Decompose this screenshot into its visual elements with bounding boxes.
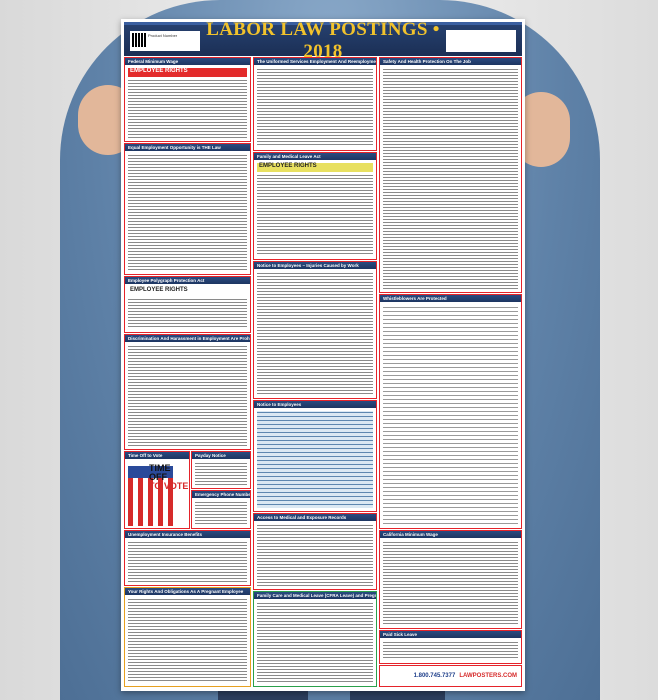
body-text [383,641,518,660]
footer-website: LAWPOSTERS.COM [459,673,517,679]
section-discrimination: Discrimination And Harassment in Employm… [124,334,251,450]
section-title: Access to Medical and Exposure Records [254,514,376,521]
section-payday: Payday Notice [191,451,251,489]
section-ca-minimum-wage: California Minimum Wage [379,530,522,629]
section-time-off-to-vote: Time Off to Vote TIME OFF TO VOTE [124,451,190,529]
section-notice-to-employees: Notice to Employees [253,400,377,512]
section-title: Paid Sick Leave [380,631,521,638]
section-title: Discrimination And Harassment in Employm… [125,335,250,342]
section-fmla: Family and Medical Leave Act EMPLOYEE RI… [253,152,377,260]
body-text [128,598,247,683]
body-text [128,154,247,271]
poster-footer: 1.800.745.7377 LAWPOSTERS.COM [379,665,522,687]
jeans [350,690,445,700]
body-text [257,602,373,683]
footer-phone: 1.800.745.7377 [413,673,456,679]
section-title: Time Off to Vote [125,452,189,459]
section-injuries: Notice to Employees – Injuries Caused by… [253,261,377,399]
section-title: California Minimum Wage [380,531,521,538]
body-text [128,541,247,582]
section-cfra: Family Care and Medical Leave (CFRA Leav… [253,591,377,687]
body-text [128,345,247,446]
section-title: Payday Notice [192,452,250,459]
section-title: Family and Medical Leave Act [254,153,376,160]
poster-title: LABOR LAW POSTINGS • 2018 [206,18,440,62]
banner: EMPLOYEE RIGHTS [128,287,247,296]
poster-header: Product Number LABOR LAW POSTINGS • 2018 [124,19,522,62]
body-text [128,79,247,138]
body-text [128,298,247,329]
labor-law-poster: Product Number LABOR LAW POSTINGS • 2018… [121,19,525,691]
section-title: Emergency Phone Numbers [192,491,250,498]
section-pregnant-employee: Your Rights And Obligations As A Pregnan… [124,587,251,687]
section-title: Your Rights And Obligations As A Pregnan… [125,588,250,595]
product-number: Product Number [148,32,178,38]
section-paid-sick-leave: Paid Sick Leave [379,630,522,664]
body-text [195,501,247,525]
section-whistleblowers: Whistleblowers Are Protected [379,294,522,529]
vote-heading: TIME OFF TO VOTE [149,464,189,491]
section-title: Notice to Employees – Injuries Caused by… [254,262,376,269]
body-text [257,524,373,586]
body-text [257,411,373,508]
section-emergency: Emergency Phone Numbers [191,490,251,529]
section-medical-records: Access to Medical and Exposure Records [253,513,377,590]
section-title: Notice to Employees [254,401,376,408]
ballot-box-image [128,466,173,526]
vote-line1: TIME OFF [149,463,171,482]
compliance-badge [446,29,516,52]
banner: EMPLOYEE RIGHTS [128,68,247,77]
section-title: Family Care and Medical Leave (CFRA Leav… [254,592,376,599]
body-text [257,174,373,256]
section-title: Safety And Health Protection On The Job [380,58,521,65]
body-text [257,68,373,147]
section-title: Whistleblowers Are Protected [380,295,521,302]
qr-code: Product Number [130,30,200,51]
section-userra: The Uniformed Services Employment And Re… [253,57,377,151]
section-federal-minimum-wage: Federal Minimum Wage EMPLOYEE RIGHTS [124,57,251,142]
section-polygraph: Employee Polygraph Protection Act EMPLOY… [124,276,251,333]
section-title: Unemployment Insurance Benefits [125,531,250,538]
body-text [383,541,518,625]
jeans [218,690,308,700]
body-text [195,462,247,485]
section-unemployment: Unemployment Insurance Benefits [124,530,251,586]
body-text [383,68,518,289]
section-title: Employee Polygraph Protection Act [125,277,250,284]
vote-line2: TO VOTE [149,481,189,491]
section-title: The Uniformed Services Employment And Re… [254,58,376,65]
section-osha: Safety And Health Protection On The Job [379,57,522,293]
body-text [383,305,518,525]
section-eeo: Equal Employment Opportunity is THE Law [124,143,251,275]
banner: EMPLOYEE RIGHTS [257,163,373,172]
section-title: Federal Minimum Wage [125,58,250,65]
section-title: Equal Employment Opportunity is THE Law [125,144,250,151]
body-text [257,272,373,395]
